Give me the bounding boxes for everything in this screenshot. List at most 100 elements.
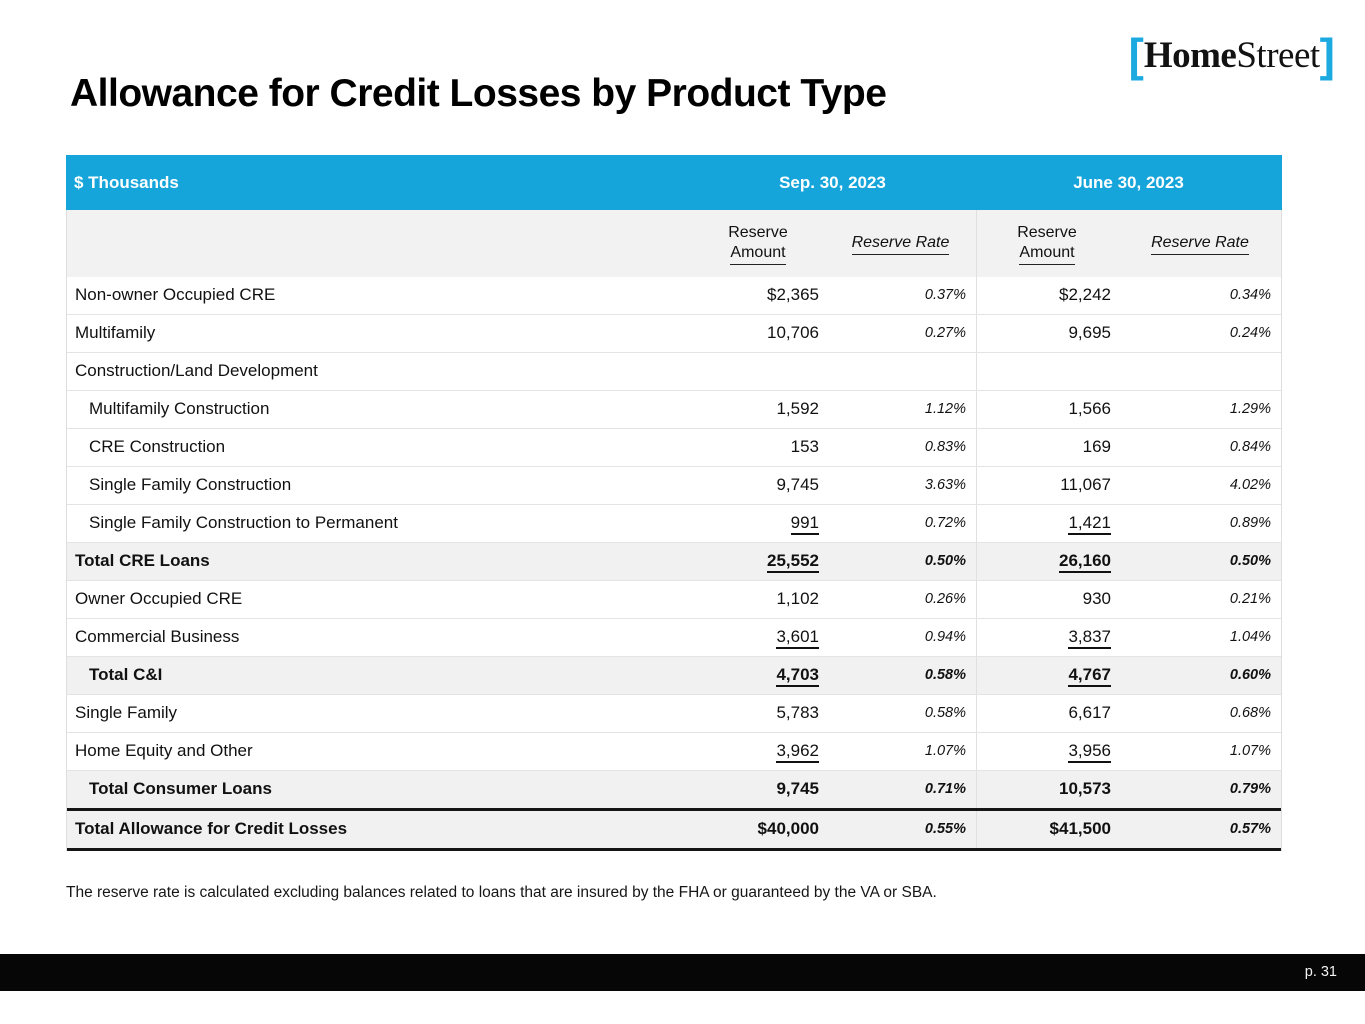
logo-left-bracket: [: [1128, 29, 1144, 81]
row-label: Construction/Land Development: [75, 361, 318, 380]
sep-reserve-amount: 3,601: [691, 619, 825, 656]
row-label: Total C&I: [89, 665, 163, 684]
june-reserve-rate: 0.89%: [1229, 515, 1271, 531]
june-reserve-rate: 0.21%: [1229, 591, 1271, 607]
sep-reserve-rate: 0.58%: [924, 667, 966, 683]
table-row: Total Allowance for Credit Losses $40,00…: [67, 808, 1281, 851]
sep-reserve-rate: 0.37%: [924, 287, 966, 303]
june-reserve-rate: 0.68%: [1229, 705, 1271, 721]
period-header-june-2023: June 30, 2023: [1073, 172, 1184, 192]
unit-label: $ Thousands: [74, 172, 179, 192]
june-reserve-amount: 6,617: [976, 695, 1117, 732]
row-label: Multifamily Construction: [89, 399, 270, 418]
sep-reserve-rate: 0.83%: [924, 439, 966, 455]
june-reserve-amount: 26,160: [976, 543, 1117, 580]
col-header-reserve-rate-sep: Reserve Rate: [825, 210, 976, 277]
june-reserve-amount: 169: [976, 429, 1117, 466]
table-row: Single Family Construction 9,745 3.63% 1…: [67, 466, 1281, 504]
sep-reserve-rate: 0.72%: [924, 515, 966, 531]
sep-reserve-rate: 3.63%: [924, 477, 966, 493]
june-reserve-amount: $41,500: [976, 811, 1117, 848]
row-label: CRE Construction: [89, 437, 226, 456]
june-reserve-rate: 0.34%: [1229, 287, 1271, 303]
sep-reserve-amount: 10,706: [767, 323, 819, 342]
row-label: Single Family Construction: [89, 475, 292, 494]
table-row: Multifamily 10,706 0.27% 9,695 0.24%: [67, 314, 1281, 352]
sep-reserve-rate: 0.50%: [924, 553, 966, 569]
sep-reserve-rate: 1.12%: [924, 401, 966, 417]
june-reserve-amount: $2,242: [976, 277, 1117, 314]
june-reserve-amount: 1,566: [976, 391, 1117, 428]
logo-right-bracket: ]: [1319, 29, 1335, 81]
table-row: Home Equity and Other 3,962 1.07% 3,956 …: [67, 732, 1281, 770]
table-row: Commercial Business 3,601 0.94% 3,837 1.…: [67, 618, 1281, 656]
sep-reserve-rate: 0.55%: [924, 821, 966, 837]
sep-reserve-rate: 0.27%: [924, 325, 966, 341]
june-reserve-rate: 1.29%: [1229, 401, 1271, 417]
page-number: p. 31: [1304, 964, 1337, 980]
table-row: CRE Construction 153 0.83% 169 0.84%: [67, 428, 1281, 466]
june-reserve-amount: 10,573: [976, 771, 1117, 808]
table-subheader: Reserve Amount Reserve Rate Reserve Amou…: [67, 210, 1281, 277]
sep-reserve-amount: 25,552: [691, 543, 825, 580]
sep-reserve-rate: 0.71%: [924, 781, 966, 797]
table-row: Total C&I 4,703 0.58% 4,767 0.60%: [67, 656, 1281, 694]
sep-reserve-amount: 991: [691, 505, 825, 542]
table-row: Total Consumer Loans 9,745 0.71% 10,573 …: [67, 770, 1281, 808]
credit-losses-table: $ Thousands Sep. 30, 2023 June 30, 2023 …: [66, 155, 1282, 851]
sep-reserve-rate: 0.26%: [924, 591, 966, 607]
sep-reserve-amount: 9,745: [776, 475, 819, 494]
logo-home-text: Home: [1143, 35, 1237, 76]
sep-reserve-amount: 3,962: [691, 733, 825, 770]
table-rows: Non-owner Occupied CRE $2,365 0.37% $2,2…: [67, 277, 1281, 851]
sep-reserve-rate: 1.07%: [924, 743, 966, 759]
june-reserve-amount: 3,956: [976, 733, 1117, 770]
june-reserve-rate: 0.50%: [1229, 553, 1271, 569]
row-label: Owner Occupied CRE: [75, 589, 243, 608]
table-row: Multifamily Construction 1,592 1.12% 1,5…: [67, 390, 1281, 428]
sep-reserve-amount: 1,102: [776, 589, 819, 608]
table-header-bar: $ Thousands Sep. 30, 2023 June 30, 2023: [66, 155, 1282, 210]
june-reserve-rate: 1.07%: [1229, 743, 1271, 759]
table-row: Single Family 5,783 0.58% 6,617 0.68%: [67, 694, 1281, 732]
june-reserve-rate: 1.04%: [1229, 629, 1271, 645]
homestreet-logo: [HomeStreet]: [1129, 28, 1336, 82]
col-header-reserve-amount-june: Reserve Amount: [976, 210, 1117, 277]
june-reserve-amount: 3,837: [976, 619, 1117, 656]
row-label: Total CRE Loans: [75, 551, 210, 570]
sep-reserve-amount: 153: [790, 437, 819, 456]
june-reserve-rate: 0.79%: [1229, 781, 1271, 797]
june-reserve-amount: 4,767: [976, 657, 1117, 694]
row-label: Non-owner Occupied CRE: [75, 285, 276, 304]
row-label: Commercial Business: [75, 627, 240, 646]
col-header-reserve-amount-sep: Reserve Amount: [691, 210, 825, 277]
table-row: Single Family Construction to Permanent …: [67, 504, 1281, 542]
june-reserve-rate: 0.57%: [1229, 821, 1271, 837]
col-header-reserve-rate-june: Reserve Rate: [1117, 210, 1283, 277]
row-label: Total Allowance for Credit Losses: [75, 819, 348, 838]
page-title: Allowance for Credit Losses by Product T…: [70, 72, 887, 115]
june-reserve-rate: 4.02%: [1229, 477, 1271, 493]
sep-reserve-amount: 4,703: [691, 657, 825, 694]
subheader-spacer: [67, 210, 691, 277]
row-label: Single Family: [75, 703, 178, 722]
sep-reserve-rate: [825, 353, 976, 390]
sep-reserve-amount: 1,592: [776, 399, 819, 418]
sep-reserve-rate: 0.94%: [924, 629, 966, 645]
june-reserve-rate: [1117, 353, 1283, 390]
row-label: Multifamily: [75, 323, 156, 342]
footnote-text: The reserve rate is calculated excluding…: [66, 884, 937, 901]
june-reserve-rate: 0.60%: [1229, 667, 1271, 683]
sep-reserve-amount: 9,745: [776, 779, 819, 798]
row-label: Total Consumer Loans: [89, 779, 272, 798]
table-row: Total CRE Loans 25,552 0.50% 26,160 0.50…: [67, 542, 1281, 580]
june-reserve-rate: 0.24%: [1229, 325, 1271, 341]
table-row: Non-owner Occupied CRE $2,365 0.37% $2,2…: [67, 277, 1281, 314]
row-label: Single Family Construction to Permanent: [89, 513, 398, 532]
table-body: Reserve Amount Reserve Rate Reserve Amou…: [66, 210, 1282, 851]
june-reserve-rate: 0.84%: [1229, 439, 1271, 455]
june-reserve-amount: 1,421: [976, 505, 1117, 542]
logo-street-text: Street: [1236, 35, 1320, 76]
sep-reserve-rate: 0.58%: [924, 705, 966, 721]
june-reserve-amount: 9,695: [976, 315, 1117, 352]
